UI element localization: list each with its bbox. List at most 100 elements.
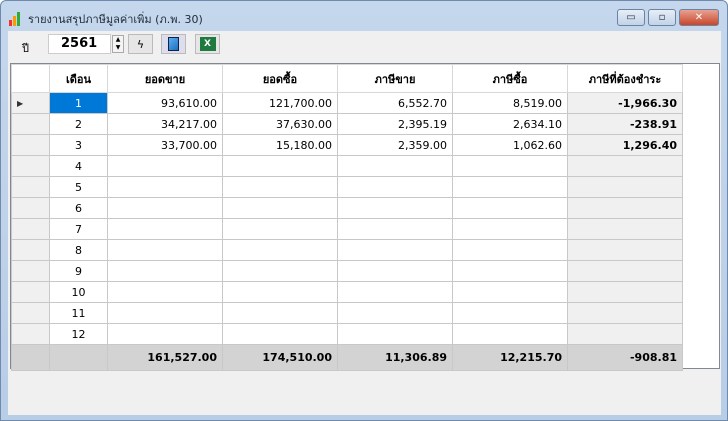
- cell[interactable]: 8: [49, 239, 108, 261]
- row-header[interactable]: [11, 260, 50, 282]
- cell[interactable]: -238.91: [567, 113, 683, 135]
- cell[interactable]: [452, 260, 568, 282]
- cell[interactable]: [222, 218, 338, 240]
- cell[interactable]: [567, 155, 683, 177]
- cell[interactable]: [107, 176, 223, 198]
- cell[interactable]: [222, 302, 338, 324]
- row-header[interactable]: [11, 155, 50, 177]
- cell[interactable]: [222, 323, 338, 345]
- cell[interactable]: 33,700.00: [107, 134, 223, 156]
- table-row[interactable]: 9: [11, 260, 683, 282]
- cell[interactable]: [337, 323, 453, 345]
- row-header[interactable]: [11, 113, 50, 135]
- cell[interactable]: -1,966.30: [567, 92, 683, 114]
- cell[interactable]: [107, 197, 223, 219]
- column-header[interactable]: เดือน: [49, 64, 108, 93]
- cell[interactable]: 4: [49, 155, 108, 177]
- cell[interactable]: [337, 302, 453, 324]
- table-row[interactable]: 11: [11, 302, 683, 324]
- close-button[interactable]: ✕: [679, 9, 719, 26]
- cell[interactable]: [107, 260, 223, 282]
- row-header[interactable]: [11, 134, 50, 156]
- cell[interactable]: [337, 218, 453, 240]
- run-button[interactable]: ϟ: [128, 34, 153, 54]
- cell[interactable]: [107, 281, 223, 303]
- table-row[interactable]: 7: [11, 218, 683, 240]
- table-row[interactable]: 2 34,217.00 37,630.00 2,395.19 2,634.10 -238.…: [11, 113, 683, 135]
- cell[interactable]: [567, 239, 683, 261]
- row-header[interactable]: [11, 218, 50, 240]
- cell[interactable]: [222, 260, 338, 282]
- table-row[interactable]: 6: [11, 197, 683, 219]
- table-row[interactable]: 12: [11, 323, 683, 345]
- cell[interactable]: [222, 197, 338, 219]
- table-row[interactable]: ▶ 1 93,610.00 121,700.00 6,552.70 8,519.00 -1,…: [11, 92, 683, 114]
- cell[interactable]: [222, 155, 338, 177]
- row-header[interactable]: [11, 176, 50, 198]
- table-row[interactable]: 5: [11, 176, 683, 198]
- row-header[interactable]: [11, 197, 50, 219]
- cell[interactable]: 10: [49, 281, 108, 303]
- minimize-button[interactable]: ▭: [617, 9, 645, 26]
- table-row[interactable]: 8: [11, 239, 683, 261]
- table-row[interactable]: 10: [11, 281, 683, 303]
- cell[interactable]: [337, 155, 453, 177]
- cell[interactable]: 8,519.00: [452, 92, 568, 114]
- cell[interactable]: 2: [49, 113, 108, 135]
- cell[interactable]: [337, 239, 453, 261]
- cell[interactable]: 1: [49, 92, 108, 114]
- cell[interactable]: [107, 218, 223, 240]
- cell[interactable]: [337, 176, 453, 198]
- cell[interactable]: [337, 260, 453, 282]
- cell[interactable]: [452, 218, 568, 240]
- cell[interactable]: [567, 281, 683, 303]
- cell[interactable]: [567, 218, 683, 240]
- cell[interactable]: 34,217.00: [107, 113, 223, 135]
- cell[interactable]: 1,062.60: [452, 134, 568, 156]
- cell[interactable]: [337, 281, 453, 303]
- cell[interactable]: [222, 176, 338, 198]
- cell[interactable]: [452, 197, 568, 219]
- row-header[interactable]: [11, 323, 50, 345]
- cell[interactable]: 2,395.19: [337, 113, 453, 135]
- cell[interactable]: [452, 302, 568, 324]
- row-header[interactable]: [11, 281, 50, 303]
- table-row[interactable]: 3 33,700.00 15,180.00 2,359.00 1,062.60 1,296…: [11, 134, 683, 156]
- cell[interactable]: 93,610.00: [107, 92, 223, 114]
- cell[interactable]: 6,552.70: [337, 92, 453, 114]
- cell[interactable]: 15,180.00: [222, 134, 338, 156]
- cell[interactable]: [222, 281, 338, 303]
- cell[interactable]: 2,359.00: [337, 134, 453, 156]
- cell[interactable]: 37,630.00: [222, 113, 338, 135]
- maximize-button[interactable]: ▫: [648, 9, 676, 26]
- column-header[interactable]: ภาษีขาย: [337, 64, 453, 93]
- year-input[interactable]: 2561: [48, 34, 111, 54]
- column-header[interactable]: ภาษีที่ต้องชำระ: [567, 64, 683, 93]
- cell[interactable]: [567, 197, 683, 219]
- export-excel-button[interactable]: X: [195, 34, 220, 54]
- cell[interactable]: 7: [49, 218, 108, 240]
- cell[interactable]: 1,296.40: [567, 134, 683, 156]
- cell[interactable]: [567, 176, 683, 198]
- cell[interactable]: 6: [49, 197, 108, 219]
- column-header[interactable]: ยอดซื้อ: [222, 64, 338, 93]
- year-spinner[interactable]: ▲ ▼: [112, 35, 124, 53]
- cell[interactable]: 9: [49, 260, 108, 282]
- current-row-arrow-icon[interactable]: ▶: [11, 92, 50, 114]
- cell[interactable]: [452, 176, 568, 198]
- cell[interactable]: 3: [49, 134, 108, 156]
- cell[interactable]: [107, 155, 223, 177]
- table-row[interactable]: 4: [11, 155, 683, 177]
- vat-summary-grid[interactable]: เดือน ยอดขาย ยอดซื้อ ภาษีขาย ภาษีซื้อ ภาษีที่…: [10, 63, 720, 371]
- cell[interactable]: [567, 323, 683, 345]
- print-button[interactable]: [161, 34, 186, 54]
- row-header[interactable]: [11, 239, 50, 261]
- cell[interactable]: [107, 302, 223, 324]
- cell[interactable]: 11: [49, 302, 108, 324]
- row-header[interactable]: [11, 302, 50, 324]
- cell[interactable]: [452, 155, 568, 177]
- cell[interactable]: [452, 239, 568, 261]
- column-header[interactable]: ยอดขาย: [107, 64, 223, 93]
- cell[interactable]: 12: [49, 323, 108, 345]
- cell[interactable]: [452, 323, 568, 345]
